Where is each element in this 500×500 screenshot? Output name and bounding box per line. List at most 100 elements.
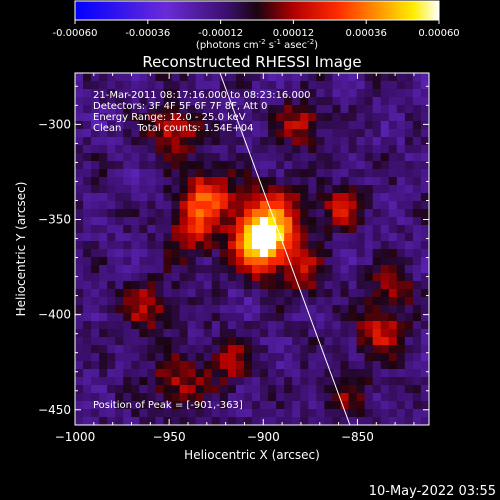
heatmap-cell [123, 121, 132, 130]
heatmap-cell [187, 409, 197, 418]
heatmap-cell [356, 329, 366, 338]
heatmap-cell [372, 273, 382, 282]
heatmap-cell [300, 209, 309, 218]
heatmap-cell [243, 329, 253, 338]
heatmap-cell [123, 233, 132, 242]
heatmap-cell [179, 81, 189, 90]
heatmap-cell [364, 417, 374, 425]
heatmap-cell [364, 377, 374, 386]
heatmap-cell [83, 401, 92, 410]
heatmap-cell [75, 281, 84, 290]
heatmap-cell [356, 161, 366, 170]
heatmap-cell [348, 345, 358, 354]
heatmap-cell [203, 393, 213, 402]
heatmap-cell [284, 305, 293, 314]
heatmap-cell [396, 113, 406, 122]
heatmap-cell [107, 249, 116, 258]
heatmap-cell [139, 193, 149, 202]
heatmap-cell [83, 337, 92, 346]
heatmap-cell [83, 185, 92, 194]
heatmap-cell [372, 313, 382, 322]
heatmap-cell [91, 169, 100, 178]
heatmap-cell [268, 209, 277, 218]
heatmap-cell [396, 129, 406, 138]
heatmap-cell [219, 409, 229, 418]
heatmap-cell [107, 225, 116, 234]
heatmap-cell [324, 369, 334, 378]
heatmap-cell [364, 97, 374, 106]
heatmap-cell [388, 297, 398, 306]
heatmap-cell [388, 369, 398, 378]
heatmap-cell [123, 209, 132, 218]
heatmap-cell [123, 81, 132, 90]
heatmap-cell [316, 81, 326, 90]
heatmap-cell [380, 409, 390, 418]
heatmap-cell [308, 289, 317, 298]
heatmap-cell [300, 201, 309, 210]
heatmap-cell [372, 289, 382, 298]
heatmap-cell [139, 353, 149, 362]
heatmap-cell [139, 377, 149, 386]
heatmap-cell [139, 209, 149, 218]
heatmap-cell [404, 113, 414, 122]
heatmap-cell [195, 401, 205, 410]
heatmap-cell [243, 161, 253, 170]
heatmap-cell [155, 329, 165, 338]
heatmap-cell [252, 113, 261, 122]
heatmap-cell [91, 313, 100, 322]
heatmap-cell [420, 345, 429, 354]
heatmap-cell [412, 217, 422, 226]
heatmap-cell [131, 97, 140, 106]
heatmap-cell [219, 281, 229, 290]
heatmap-cell [91, 337, 100, 346]
heatmap-cell [364, 313, 374, 322]
heatmap-cell [155, 113, 165, 122]
heatmap-cell [171, 177, 181, 186]
heatmap-cell [388, 145, 398, 154]
annotation-clean-counts: Clean Total counts: 1.54E+04 [93, 123, 253, 134]
heatmap-cell [284, 145, 293, 154]
heatmap-cell [420, 337, 429, 346]
heatmap-cell [396, 265, 406, 274]
heatmap-cell [412, 393, 422, 402]
heatmap-cell [187, 225, 197, 234]
heatmap-cell [179, 353, 189, 362]
heatmap-cell [187, 297, 197, 306]
heatmap-cell [187, 233, 197, 242]
heatmap-cell [91, 177, 100, 186]
heatmap-cell [155, 241, 165, 250]
heatmap-cell [155, 297, 165, 306]
heatmap-cell [139, 113, 149, 122]
heatmap-cell [260, 137, 269, 146]
heatmap-cell [284, 329, 293, 338]
heatmap-cell [260, 153, 269, 162]
heatmap-cell [155, 281, 165, 290]
heatmap-cell [83, 233, 92, 242]
heatmap-cell [324, 353, 334, 362]
heatmap-cell [404, 145, 414, 154]
heatmap-cell [219, 305, 229, 314]
heatmap-cell [123, 305, 132, 314]
heatmap-cell [412, 193, 422, 202]
heatmap-cell [115, 265, 124, 274]
heatmap-cell [235, 137, 245, 146]
heatmap-cell [292, 97, 301, 106]
heatmap-cell [396, 233, 406, 242]
heatmap-cell [340, 89, 350, 98]
heatmap-cell [396, 353, 406, 362]
heatmap-cell [300, 305, 309, 314]
heatmap-cell [163, 305, 173, 314]
heatmap-cell [268, 329, 277, 338]
heatmap-cell [284, 217, 293, 226]
heatmap-cell [219, 297, 229, 306]
heatmap-cell [276, 129, 285, 138]
heatmap-cell [219, 393, 229, 402]
heatmap-cell [260, 89, 269, 98]
heatmap-cell [356, 297, 366, 306]
heatmap-cell [316, 73, 326, 82]
heatmap-cell [388, 225, 398, 234]
heatmap-cell [163, 345, 173, 354]
heatmap-cell [324, 281, 334, 290]
heatmap-cell [99, 113, 108, 122]
heatmap-cell [252, 361, 261, 370]
